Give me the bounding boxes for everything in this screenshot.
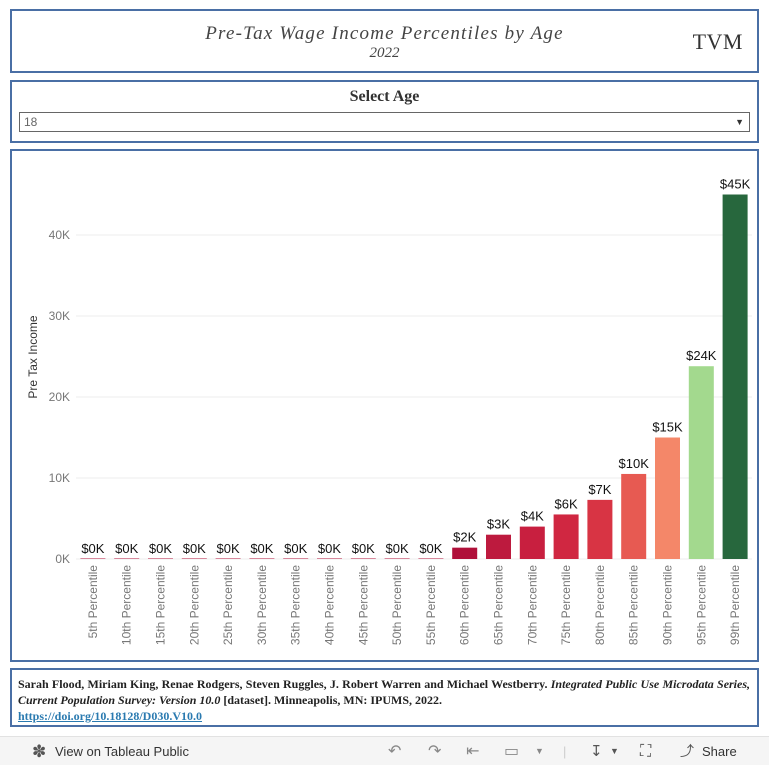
bar xyxy=(587,499,613,559)
fullscreen-icon[interactable]: ⛶ xyxy=(640,743,652,760)
x-tick-label: 75th Percentile xyxy=(559,565,573,645)
x-tick-label: 25th Percentile xyxy=(221,565,235,645)
data-label: $2K xyxy=(453,530,476,545)
bar xyxy=(114,558,140,559)
citation-details: [dataset]. Minneapolis, MN: IPUMS, 2022. xyxy=(223,693,443,707)
bar xyxy=(553,514,579,559)
brand-logo: TVM xyxy=(692,29,743,54)
x-tick-label: 85th Percentile xyxy=(627,565,641,645)
age-select-value: 18 xyxy=(24,115,38,129)
title-panel: Pre-Tax Wage Income Percentiles by Age 2… xyxy=(10,9,759,73)
data-label: $0K xyxy=(149,541,172,556)
x-tick-label: 35th Percentile xyxy=(289,565,303,645)
bar xyxy=(384,558,410,559)
data-label: $0K xyxy=(115,541,138,556)
undo-icon[interactable]: ↶ xyxy=(388,743,402,760)
refresh-icon[interactable]: ▭ xyxy=(504,743,520,760)
bar-chart: 0K 10K 20K 30K 40K Pre Tax Income $0K 5th Perce… xyxy=(26,177,752,645)
x-tick-label: 65th Percentile xyxy=(492,565,506,645)
x-tick-label: 99th Percentile xyxy=(728,565,742,645)
x-tick-label: 5th Percentile xyxy=(86,565,100,639)
data-label: $6K xyxy=(555,496,578,511)
x-tick-label: 90th Percentile xyxy=(661,565,675,645)
redo-icon[interactable]: ↷ xyxy=(428,743,442,760)
data-label: $0K xyxy=(81,541,104,556)
chart-title: Pre-Tax Wage Income Percentiles by Age xyxy=(205,23,564,44)
bar xyxy=(80,558,106,559)
tableau-footer: ✽ View on Tableau Public ↶ ↷ ⇤ ▭ ▼ | ↧ ▼… xyxy=(0,736,769,765)
data-label: $10K xyxy=(619,456,650,471)
age-select-dropdown[interactable]: 18 ▼ xyxy=(19,112,750,132)
y-tick-label: 20K xyxy=(49,390,70,404)
data-label: $0K xyxy=(419,541,442,556)
data-label: $0K xyxy=(250,541,273,556)
filter-label: Select Age xyxy=(349,88,420,105)
bar xyxy=(350,558,376,559)
download-icon[interactable]: ↧ xyxy=(590,743,603,760)
citation-authors: Sarah Flood, Miriam King, Renae Rodgers,… xyxy=(18,677,548,691)
download-menu-icon[interactable]: ▼ xyxy=(610,746,619,756)
bar xyxy=(688,366,714,559)
x-tick-label: 20th Percentile xyxy=(187,565,201,645)
bar xyxy=(418,558,444,559)
y-tick-label: 30K xyxy=(49,309,70,323)
data-label: $24K xyxy=(686,348,717,363)
x-tick-label: 15th Percentile xyxy=(154,565,168,645)
refresh-menu-icon[interactable]: ▼ xyxy=(535,746,544,756)
filter-panel: Select Age 18 ▼ xyxy=(10,80,759,143)
toolbar-divider: | xyxy=(563,744,567,759)
x-tick-label: 45th Percentile xyxy=(356,565,370,645)
bar xyxy=(519,526,545,559)
data-label: $0K xyxy=(386,541,409,556)
y-tick-label: 0K xyxy=(55,552,70,566)
x-tick-label: 70th Percentile xyxy=(525,565,539,645)
chart-subtitle: 2022 xyxy=(369,45,400,61)
bar xyxy=(486,534,511,559)
data-label: $0K xyxy=(318,541,341,556)
bar xyxy=(655,437,680,559)
data-label: $4K xyxy=(521,509,544,524)
citation-work: Integrated Public Use Microdata Series, … xyxy=(18,677,751,707)
x-tick-label: 95th Percentile xyxy=(694,565,708,645)
x-tick-label: 55th Percentile xyxy=(424,565,438,645)
y-tick-label: 10K xyxy=(49,471,70,485)
x-tick-label: 80th Percentile xyxy=(593,565,607,645)
bar xyxy=(621,473,647,559)
bar xyxy=(148,558,173,559)
x-tick-label: 10th Percentile xyxy=(120,565,134,645)
bar xyxy=(722,194,748,559)
share-icon[interactable]: ⤴ xyxy=(680,743,694,759)
x-tick-label: 50th Percentile xyxy=(390,565,404,645)
bar xyxy=(181,558,207,559)
bar xyxy=(249,558,275,559)
source-citation: Sarah Flood, Miriam King, Renae Rodgers,… xyxy=(10,668,759,727)
citation-link[interactable]: https://doi.org/10.18128/D030.V10.0 xyxy=(18,709,203,723)
data-label: $15K xyxy=(652,420,683,435)
revert-icon[interactable]: ⇤ xyxy=(466,743,480,760)
data-label: $45K xyxy=(720,177,751,192)
bar xyxy=(283,558,309,559)
tableau-logo-icon: ✽ xyxy=(32,742,47,761)
bar xyxy=(317,558,342,559)
data-label: $0K xyxy=(183,541,206,556)
data-label: $0K xyxy=(352,541,375,556)
x-tick-label: 40th Percentile xyxy=(323,565,337,645)
view-on-tableau-link[interactable]: View on Tableau Public xyxy=(55,744,189,759)
x-tick-label: 60th Percentile xyxy=(458,565,472,645)
chart-panel: 0K 10K 20K 30K 40K Pre Tax Income $0K 5th Perce… xyxy=(10,149,759,662)
dropdown-arrow-icon: ▼ xyxy=(735,117,744,127)
data-label: $0K xyxy=(217,541,240,556)
data-label: $0K xyxy=(284,541,307,556)
y-tick-label: 40K xyxy=(49,228,70,242)
data-label: $7K xyxy=(588,482,611,497)
x-tick-label: 30th Percentile xyxy=(255,565,269,645)
bar xyxy=(452,547,478,559)
bar xyxy=(215,558,241,559)
share-button[interactable]: Share xyxy=(702,744,737,759)
y-axis-title: Pre Tax Income xyxy=(26,315,40,398)
data-label: $3K xyxy=(487,517,510,532)
